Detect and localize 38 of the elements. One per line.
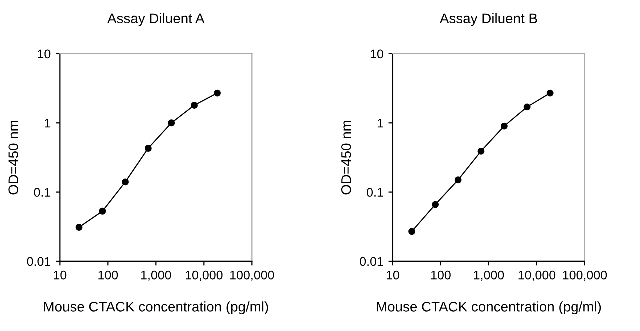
- point: [168, 120, 176, 127]
- y-axis-title: OD=450 nm: [341, 121, 352, 195]
- y-tick-label: 0.1: [367, 188, 384, 197]
- point: [524, 104, 531, 111]
- point: [454, 176, 462, 184]
- y-axis-title: OD=450 nm: [8, 121, 19, 195]
- x-tick-label: 100: [98, 270, 118, 280]
- chart-title: Assay Diluent B: [440, 13, 538, 26]
- x-axis-title: Mouse CTACK concentration (pg/ml): [377, 302, 602, 315]
- x-tick-label: 100: [431, 270, 451, 280]
- x-tick-label: 10: [386, 270, 400, 280]
- x-tick-label: 100,000: [230, 270, 274, 282]
- y-tick-label: 0.01: [360, 257, 384, 266]
- point: [478, 148, 485, 155]
- x-tick-label: 1,000: [474, 270, 504, 282]
- x-tick-label: 100,000: [563, 270, 608, 282]
- point: [546, 90, 554, 97]
- x-axis-title: Mouse CTACK concentration (pg/ml): [44, 302, 268, 315]
- point: [214, 90, 222, 97]
- x-tick-label: 10,000: [186, 270, 223, 282]
- x-tick-label: 10: [54, 270, 67, 280]
- point: [99, 208, 106, 215]
- point: [76, 224, 83, 231]
- y-tick-label: 0.01: [27, 257, 51, 266]
- point: [144, 145, 152, 152]
- point: [500, 122, 508, 130]
- x-tick-label: 1,000: [141, 270, 172, 282]
- y-tick-label: 10: [370, 50, 384, 59]
- point: [191, 102, 198, 109]
- y-tick-label: 1: [378, 119, 384, 128]
- y-tick-label: 0.1: [34, 188, 51, 197]
- point: [408, 228, 416, 236]
- x-tick-label: 10,000: [518, 270, 556, 282]
- y-tick-label: 10: [38, 50, 51, 59]
- chart-title: Assay Diluent A: [108, 13, 205, 26]
- point: [432, 201, 439, 208]
- point: [122, 178, 129, 186]
- y-tick-label: 1: [45, 119, 51, 128]
